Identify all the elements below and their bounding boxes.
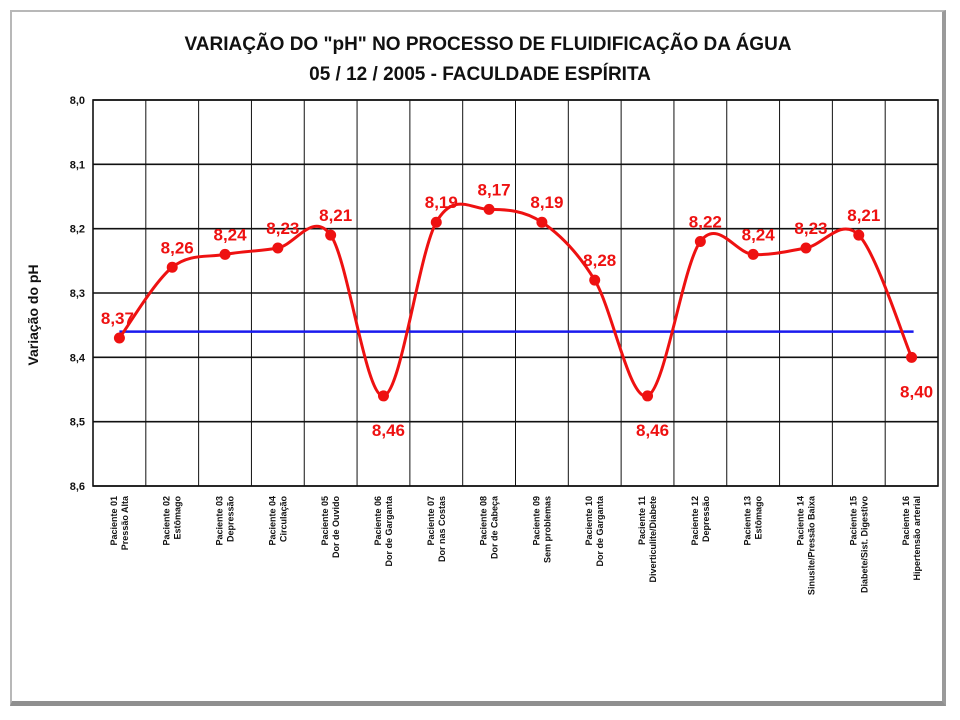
x-tick-label-line: Depressão — [226, 496, 236, 543]
x-tick-label: Paciente 06 Dor de Garganta — [373, 495, 394, 567]
data-label: 8,37 — [101, 309, 134, 328]
data-label: 8,46 — [636, 421, 669, 440]
data-label: 8,19 — [530, 193, 563, 212]
x-tick-label-line: Paciente 09 — [531, 496, 541, 546]
data-point — [430, 216, 442, 228]
x-tick-label: Paciente 11 Diverticulite/Diabete — [637, 496, 658, 583]
x-tick-label-line: Paciente 12 — [690, 496, 700, 546]
x-tick-label-line: Dor de Ouvido — [331, 496, 341, 559]
data-label: 8,24 — [742, 225, 776, 244]
x-tick-label-line: Paciente 04 — [267, 496, 277, 546]
x-tick-label-line: Paciente 06 — [373, 496, 383, 546]
data-point — [325, 229, 337, 241]
x-tick-label: Paciente 01 Pressão Alta — [109, 495, 130, 550]
data-point — [113, 332, 125, 344]
plot-border — [92, 99, 939, 487]
x-tick-label: Paciente 07 Dor nas Costas — [426, 496, 447, 562]
y-tick-label: 8,6 — [70, 481, 85, 493]
data-point — [853, 229, 865, 241]
x-tick-label: Paciente 15 Diabete/Sist. Digestivo — [848, 496, 869, 594]
x-tick-label-line: Dor de Garganta — [595, 495, 605, 567]
x-tick-label-line: Paciente 15 — [848, 496, 858, 546]
y-tick-label: 8,1 — [70, 159, 85, 171]
x-tick-label: Paciente 08 Dor de Cabeça — [479, 495, 500, 559]
x-tick-label-line: Paciente 13 — [743, 496, 753, 546]
x-tick-label-line: Paciente 03 — [215, 496, 225, 546]
data-point — [642, 390, 654, 402]
x-tick-label-line: Paciente 16 — [901, 496, 911, 546]
x-tick-label-line: Pressão Alta — [120, 495, 130, 550]
x-tick-label-line: Sinusite/Pressão Baixa — [806, 495, 816, 595]
x-tick-label-line: Diverticulite/Diabete — [648, 496, 658, 583]
x-tick-label-line: Paciente 05 — [320, 496, 330, 546]
data-label: 8,40 — [900, 382, 933, 401]
data-label: 8,23 — [266, 219, 299, 238]
y-tick-label: 8,2 — [70, 224, 85, 236]
data-label: 8,26 — [161, 238, 194, 257]
y-tick-label: 8,5 — [70, 417, 85, 429]
plot-area: 8,0 8,1 8,2 8,3 8,4 8,5 8,6 Paciente 01 Pressão … — [70, 95, 939, 595]
x-tick-label: Paciente 10 Dor de Garganta — [584, 495, 605, 567]
x-tick-label-line: Sem problemas — [542, 496, 552, 563]
x-tick-label-line: Paciente 11 — [637, 496, 647, 545]
data-point — [694, 236, 706, 248]
data-point — [219, 248, 231, 260]
x-tick-label-line: Paciente 08 — [479, 496, 489, 546]
y-tick-label: 8,3 — [70, 288, 85, 300]
x-tick-label-line: Circulação — [278, 496, 288, 543]
x-tick-label: Paciente 04 Circulação — [267, 496, 288, 546]
data-point — [906, 351, 918, 363]
x-tick-label: Paciente 13 Estômago — [743, 496, 764, 546]
x-tick-label-line: Paciente 01 — [109, 496, 119, 546]
x-tick-label-line: Dor de Cabeça — [490, 495, 500, 559]
data-label: 8,28 — [583, 251, 616, 270]
x-tick-label-line: Dor nas Costas — [437, 496, 447, 562]
x-tick-label-line: Hipertensão arterial — [912, 496, 922, 581]
x-tick-label-line: Diabete/Sist. Digestivo — [859, 496, 869, 594]
data-label: 8,19 — [425, 193, 458, 212]
x-tick-label: Paciente 12 Depressão — [690, 496, 711, 546]
data-point — [166, 261, 178, 273]
chart-title: VARIAÇÃO DO "pH" NO PROCESSO DE FLUIDIFI… — [184, 33, 791, 55]
data-label: 8,21 — [319, 206, 352, 225]
data-point — [536, 216, 548, 228]
data-label: 8,46 — [372, 421, 405, 440]
x-tick-label: Paciente 03 Depressão — [215, 496, 236, 546]
data-point — [272, 242, 284, 254]
data-point — [483, 203, 495, 215]
data-label: 8,17 — [478, 180, 511, 199]
x-tick-label-line: Paciente 10 — [584, 496, 594, 546]
x-tick-label: Paciente 05 Dor de Ouvido — [320, 496, 341, 559]
data-label: 8,24 — [213, 225, 247, 244]
y-axis-label: Variação do pH — [25, 264, 41, 365]
data-point — [589, 274, 601, 286]
x-tick-label-line: Depressão — [701, 496, 711, 543]
data-point — [747, 248, 759, 260]
x-tick-label-line: Paciente 14 — [795, 496, 805, 546]
x-tick-label-line: Paciente 07 — [426, 496, 436, 546]
data-label: 8,22 — [689, 213, 722, 232]
y-tick-label: 8,4 — [70, 352, 86, 364]
x-tick-label-line: Estômago — [754, 496, 764, 540]
x-tick-label-line: Paciente 02 — [162, 496, 172, 546]
data-point — [800, 242, 812, 254]
x-tick-label: Paciente 16 Hipertensão arterial — [901, 496, 922, 581]
x-tick-label: Paciente 09 Sem problemas — [531, 496, 552, 563]
data-label: 8,23 — [794, 219, 827, 238]
y-tick-label: 8,0 — [70, 95, 85, 107]
x-tick-label-line: Dor de Garganta — [384, 495, 394, 567]
x-tick-label: Paciente 14 Sinusite/Pressão Baixa — [795, 495, 816, 595]
chart-subtitle: 05 / 12 / 2005 - FACULDADE ESPÍRITA — [309, 63, 651, 85]
data-label: 8,21 — [847, 206, 880, 225]
x-tick-label: Paciente 02 Estômago — [162, 496, 183, 546]
data-point — [377, 390, 389, 402]
x-tick-label-line: Estômago — [173, 496, 183, 540]
